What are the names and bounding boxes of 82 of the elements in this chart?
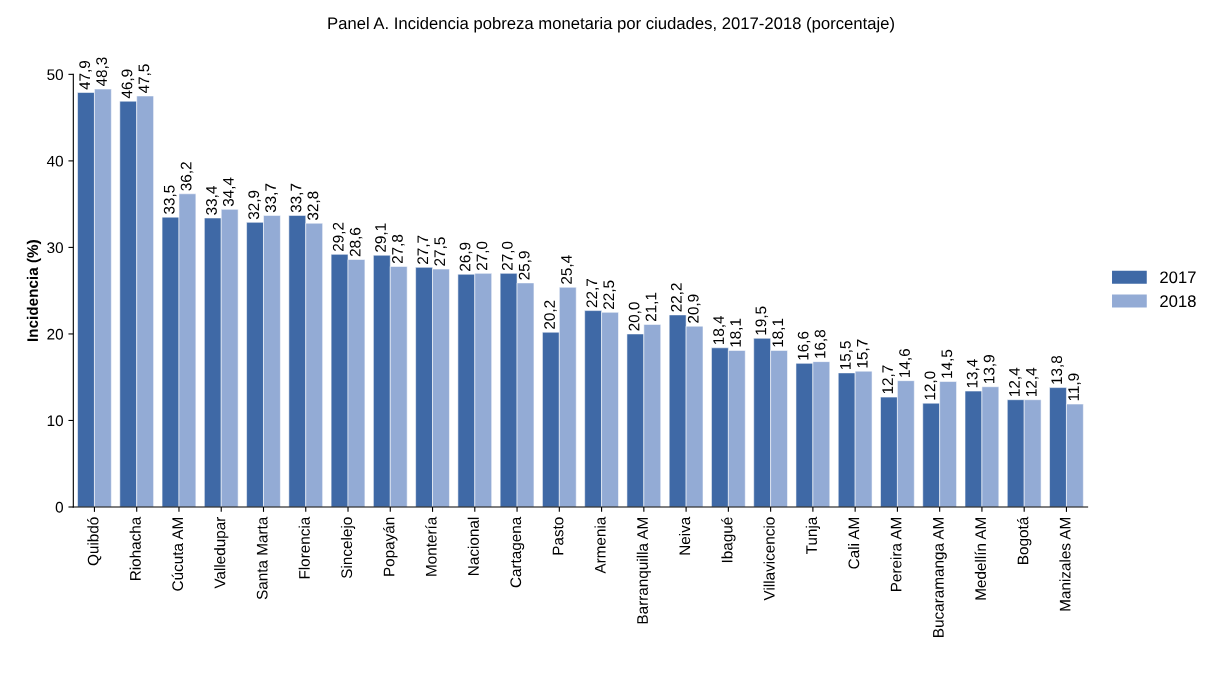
- data-label: 33,5: [163, 185, 177, 214]
- data-label: 25,9: [518, 251, 532, 280]
- x-tick-label: Pasto: [552, 517, 564, 555]
- y-tick-label: 40: [46, 155, 63, 167]
- data-label: 13,4: [966, 359, 980, 388]
- data-label: 13,8: [1051, 355, 1064, 384]
- data-label: 33,7: [265, 183, 278, 213]
- x-tick-label: Sincelejo: [340, 517, 356, 579]
- x-tick-label: Ibagué: [721, 517, 736, 563]
- x-tick-label: Medellín AM: [974, 517, 987, 600]
- y-tick-label: 50: [47, 69, 63, 81]
- data-label: 27,8: [392, 234, 405, 264]
- x-tick-label: Quibdó: [87, 517, 102, 566]
- data-label: 27,7: [417, 235, 430, 264]
- data-label: 18,1: [730, 318, 743, 347]
- data-label: 22,7: [586, 279, 600, 308]
- x-tick-label: Montería: [425, 516, 437, 576]
- data-label: 13,9: [983, 355, 997, 383]
- data-label: 48,3: [96, 57, 109, 87]
- x-tick-label: Cartagena: [510, 516, 525, 588]
- data-label: 29,1: [375, 223, 388, 252]
- x-tick-label: Valledupar: [214, 516, 229, 589]
- x-tick-label: Santa Marta: [256, 516, 268, 600]
- data-label: 14,5: [941, 349, 955, 378]
- data-label: 32,9: [248, 190, 261, 220]
- data-label: 32,8: [307, 191, 321, 221]
- data-label: 34,4: [222, 177, 236, 207]
- data-label: 11,9: [1068, 373, 1081, 401]
- data-label: 15,5: [840, 341, 853, 370]
- data-label: 18,1: [772, 318, 785, 347]
- data-label: 22,5: [603, 280, 616, 309]
- legend-label: 2018: [1160, 295, 1196, 308]
- data-label: 33,4: [206, 186, 219, 215]
- x-tick-label: Bucaramanga AM: [933, 517, 947, 637]
- x-tick-label: Manizales AM: [1059, 517, 1071, 611]
- x-tick-label: Bogotá: [1016, 516, 1032, 564]
- data-label: 19,5: [755, 306, 769, 335]
- data-label: 25,4: [561, 255, 574, 284]
- data-label: 15,7: [857, 339, 870, 368]
- legend-label: 2017: [1160, 271, 1196, 284]
- x-tick-label: Riohacha: [129, 516, 141, 581]
- data-label: 18,4: [713, 315, 726, 345]
- data-label: 20,9: [687, 294, 701, 323]
- x-tick-label: Villavicencio: [763, 517, 775, 601]
- data-label: 27,0: [476, 241, 490, 271]
- data-label: 47,5: [138, 64, 152, 94]
- x-tick-label: Barranquilla AM: [636, 517, 651, 624]
- x-tick-label: Nacional: [467, 517, 479, 575]
- data-label: 14,6: [899, 349, 912, 377]
- data-label: 16,6: [797, 331, 811, 360]
- y-axis-title: Incidencia (%): [26, 240, 42, 342]
- data-label: 12,4: [1025, 367, 1039, 396]
- data-label: 20,2: [544, 300, 557, 329]
- data-label: 21,1: [645, 292, 659, 322]
- data-label: 22,2: [670, 283, 684, 312]
- x-tick-label: Pereira AM: [890, 517, 902, 592]
- data-label: 28,6: [349, 227, 363, 257]
- x-tick-label: Neiva: [678, 516, 691, 555]
- data-label: 47,9: [79, 60, 92, 90]
- y-tick-label: 10: [47, 415, 63, 427]
- data-label: 33,7: [290, 183, 304, 213]
- data-label: 27,0: [501, 241, 515, 271]
- data-label: 29,2: [332, 222, 346, 251]
- data-label: 36,2: [180, 162, 194, 191]
- x-tick-label: Cali AM: [848, 517, 860, 569]
- x-tick-label: Popayán: [383, 517, 398, 576]
- y-tick-label: 0: [55, 501, 63, 513]
- chart-title: Panel A. Incidencia pobreza monetaria por ciudades, 2017-2018 (porcentaje): [328, 16, 894, 33]
- data-label: 16,8: [814, 329, 828, 358]
- y-tick-label: 30: [47, 242, 63, 254]
- data-label: 26,9: [459, 242, 473, 271]
- data-label: 46,9: [121, 69, 135, 99]
- x-tick-label: Tunja: [805, 516, 821, 555]
- x-tick-label: Armenia: [594, 516, 606, 574]
- data-label: 27,5: [434, 237, 447, 266]
- data-label: 12,4: [1009, 367, 1022, 396]
- data-label: 12,0: [924, 371, 938, 400]
- data-label: 12,7: [882, 365, 895, 394]
- y-tick-label: 20: [47, 328, 63, 340]
- x-tick-label: Cúcuta AM: [171, 517, 184, 591]
- data-label: 20,0: [628, 302, 642, 331]
- x-tick-label: Florencia: [298, 516, 310, 579]
